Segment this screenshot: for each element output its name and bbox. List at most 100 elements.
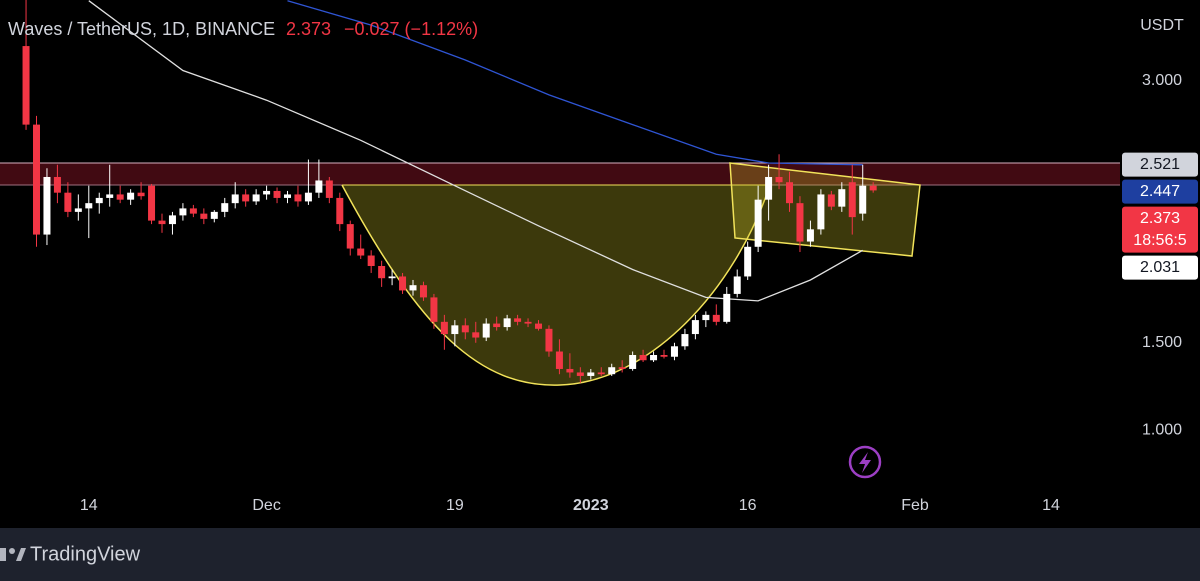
candle-body <box>670 346 678 357</box>
candle-body <box>367 255 375 266</box>
candle-body <box>346 224 354 249</box>
plot <box>22 0 877 383</box>
moving-average <box>287 0 863 166</box>
candle-body <box>493 323 501 328</box>
candle-body <box>796 203 804 242</box>
candle-body <box>472 332 480 338</box>
candle-body <box>33 124 41 235</box>
candle-body <box>608 367 616 375</box>
candle-body <box>765 176 773 200</box>
candle-body <box>702 314 710 321</box>
candle-body <box>744 246 752 277</box>
price-label: 2.521 <box>1140 156 1180 173</box>
candle-body <box>681 334 689 347</box>
candle-body <box>806 229 814 242</box>
candle-body <box>859 185 867 214</box>
candle-body <box>242 194 250 202</box>
candle-body <box>137 192 145 197</box>
candle-body <box>514 318 522 322</box>
candle-body <box>524 321 532 324</box>
candle-body <box>409 285 417 291</box>
candle-body <box>848 182 856 218</box>
candle-body <box>712 314 720 322</box>
candle-body <box>189 208 197 214</box>
footer-bar <box>0 528 1200 581</box>
candle-body <box>555 351 563 369</box>
candle-body <box>451 325 459 335</box>
x-tick-label: 19 <box>446 497 464 514</box>
candle-body <box>461 325 469 333</box>
candle-body <box>817 194 825 230</box>
price-change: −0.027 (−1.12%) <box>344 19 478 39</box>
candle-body <box>210 211 218 219</box>
candle-body <box>273 190 281 198</box>
chart-title: Waves / TetherUS, 1D, BINANCE <box>8 19 275 39</box>
candle-body <box>158 220 166 225</box>
alert-icon[interactable] <box>848 445 882 479</box>
y-axis-label: USDT <box>1140 17 1184 34</box>
candle-body <box>597 372 605 375</box>
price-label: 2.373 <box>1140 210 1180 227</box>
candle-body <box>838 189 846 207</box>
candle-body <box>629 355 637 369</box>
candle-body <box>231 194 239 204</box>
candle-body <box>587 372 595 376</box>
candle-body <box>85 203 93 209</box>
x-tick-label: 16 <box>739 497 757 514</box>
candle-body <box>618 367 626 369</box>
y-tick-label: 3.000 <box>1142 72 1182 89</box>
axes: 1.000 1.500 3.000 14 Dec 19 2023 16 Feb 14 2.521 2.… <box>80 72 1198 528</box>
candle-body <box>106 194 114 198</box>
candle-body <box>576 372 584 376</box>
price-label: 2.031 <box>1140 259 1180 276</box>
candle-body <box>127 192 135 200</box>
candle-body <box>482 323 490 338</box>
candle-body <box>22 46 30 125</box>
y-tick-label: 1.000 <box>1142 421 1182 438</box>
candle-body <box>304 192 312 202</box>
candle-body <box>503 318 511 328</box>
resistance-zone <box>0 163 1120 185</box>
candle-body <box>399 276 407 291</box>
candle-body <box>315 180 323 193</box>
candle-body <box>827 194 835 207</box>
candle-body <box>43 176 51 235</box>
candle-body <box>723 293 731 322</box>
candle-body <box>869 185 877 191</box>
candle-body <box>430 297 438 322</box>
candle-body <box>357 248 365 256</box>
candle-body <box>754 199 762 247</box>
candle-body <box>650 355 658 361</box>
candle-body <box>336 197 344 225</box>
candle-body <box>660 355 668 357</box>
candle-body <box>535 323 543 329</box>
candle-body <box>200 213 208 219</box>
candle-body <box>53 176 61 193</box>
candle-body <box>566 368 574 373</box>
candle-body <box>252 194 260 202</box>
candle-body <box>733 276 741 294</box>
candle-body <box>284 194 292 198</box>
candle-body <box>64 192 72 212</box>
candle-body <box>691 320 699 335</box>
candle-body <box>545 328 553 352</box>
candle-body <box>168 215 176 225</box>
candle-body <box>221 203 229 212</box>
candle-body <box>378 265 386 279</box>
price-label-box <box>1122 152 1198 177</box>
logo <box>0 548 26 561</box>
candle-body <box>179 208 187 216</box>
x-tick-label: Feb <box>901 497 929 514</box>
candle-body <box>388 276 396 279</box>
candle-body <box>325 180 333 198</box>
candle-body <box>95 197 103 204</box>
x-tick-label: 14 <box>1042 497 1060 514</box>
x-tick-label: Dec <box>252 497 280 514</box>
price-label-box <box>1122 206 1198 253</box>
last-price: 2.373 <box>286 19 331 39</box>
candle-body <box>148 185 156 221</box>
candle-body <box>786 182 794 204</box>
candle-body <box>639 355 647 361</box>
